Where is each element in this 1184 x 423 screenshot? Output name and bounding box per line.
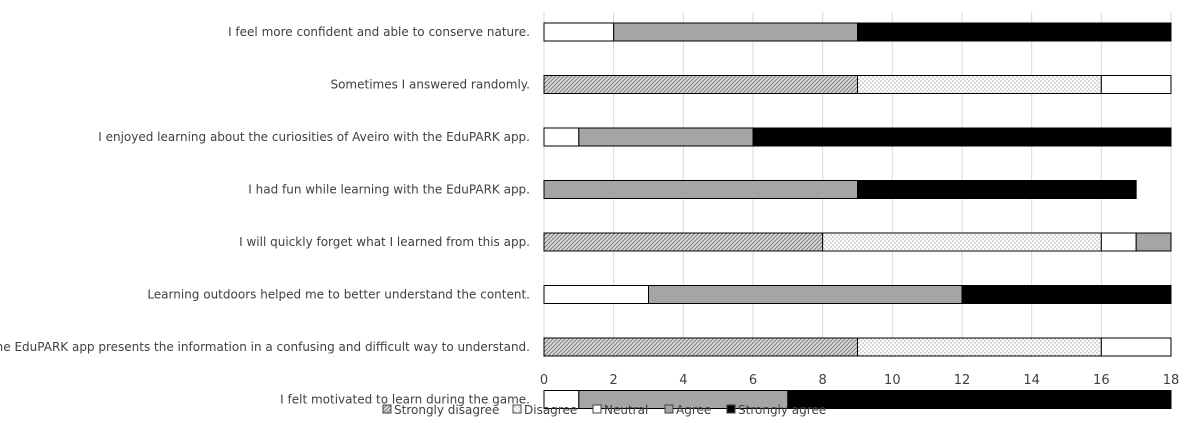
category-label: Learning outdoors helped me to better un… — [147, 288, 530, 302]
x-tick-label: 16 — [1093, 373, 1110, 388]
x-tick-label: 2 — [610, 373, 618, 388]
legend-label: Neutral — [604, 403, 648, 417]
bar-segment — [1100, 75, 1172, 94]
bar-segment — [1100, 337, 1172, 357]
x-axis-tick-labels: 0 2 4 6 8 10 12 14 16 18 — [540, 373, 1179, 388]
bar-segment — [961, 285, 1172, 304]
bar-segment — [543, 285, 649, 304]
legend-swatch — [592, 404, 602, 414]
x-tick-label: 10 — [884, 373, 901, 388]
legend: Strongly disagree Disagree Neutral Agree Str… — [382, 403, 826, 417]
legend-swatch — [512, 404, 522, 414]
legend-label: Strongly agree — [738, 403, 826, 417]
x-tick-label: 4 — [679, 373, 687, 388]
bar-segment — [648, 285, 963, 304]
bar-segment — [543, 127, 580, 147]
bar-segment — [787, 390, 1172, 409]
x-tick-label: 12 — [954, 373, 971, 388]
category-label: The EduPARK app presents the information… — [0, 340, 530, 354]
category-label: I enjoyed learning about the curiosities… — [98, 130, 530, 144]
bar-segment — [543, 180, 858, 199]
x-tick-label: 8 — [819, 373, 827, 388]
x-tick-label: 6 — [749, 373, 757, 388]
legend-swatch — [382, 404, 392, 414]
category-label: I had fun while learning with the EduPAR… — [248, 183, 530, 197]
category-label: Sometimes I answered randomly. — [330, 78, 530, 92]
bar-segment — [613, 22, 859, 42]
bar-segment — [543, 337, 858, 357]
legend-label: Disagree — [524, 403, 577, 417]
bar-segment — [752, 127, 1172, 147]
category-label: I feel more confident and able to conser… — [228, 25, 530, 39]
legend-swatch — [664, 404, 674, 414]
legend-label: Strongly disagree — [394, 403, 499, 417]
bar-segment — [1135, 232, 1172, 252]
x-tick-label: 0 — [540, 373, 548, 388]
bar-segment — [857, 75, 1102, 94]
bar-segment — [822, 232, 1102, 252]
bar-segment — [1100, 232, 1137, 252]
bar-segment — [543, 232, 824, 252]
bar-segment — [543, 75, 858, 94]
bars — [543, 22, 1172, 409]
bar-segment — [543, 22, 615, 42]
x-tick-label: 18 — [1163, 373, 1180, 388]
x-tick-label: 14 — [1023, 373, 1040, 388]
bar-segment — [857, 180, 1137, 199]
legend-label: Agree — [676, 403, 711, 417]
category-label: I felt motivated to learn during the gam… — [280, 393, 530, 407]
bar-segment — [578, 127, 754, 147]
legend-swatch — [726, 404, 736, 414]
bar-segment — [857, 22, 1172, 42]
category-label: I will quickly forget what I learned fro… — [239, 235, 530, 249]
bar-segment — [857, 337, 1102, 357]
category-labels: I feel more confident and able to conser… — [0, 25, 530, 407]
